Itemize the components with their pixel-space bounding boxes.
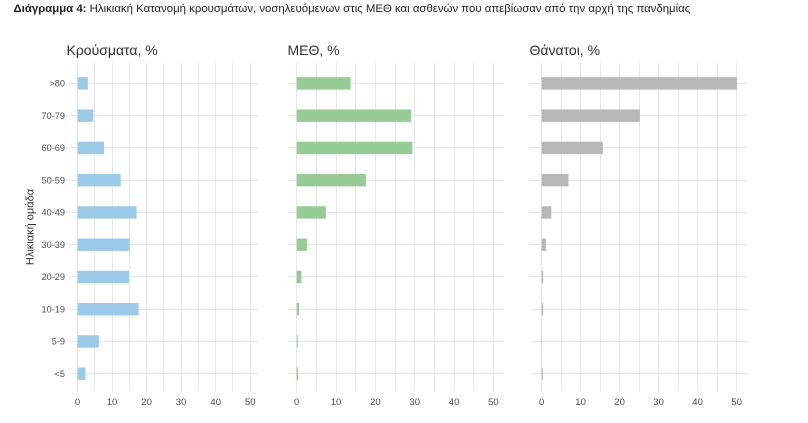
svg-text:30-39: 30-39 (42, 240, 66, 250)
svg-text:0: 0 (294, 397, 299, 408)
svg-text:20-29: 20-29 (42, 272, 66, 282)
svg-text:20: 20 (141, 397, 152, 408)
svg-text:10: 10 (575, 397, 586, 408)
svg-text:50: 50 (245, 397, 256, 408)
svg-text:>80: >80 (49, 79, 65, 89)
svg-text:20: 20 (614, 397, 625, 408)
svg-text:50: 50 (488, 397, 499, 408)
svg-text:40-49: 40-49 (42, 208, 66, 218)
svg-text:0: 0 (539, 397, 544, 408)
svg-text:<5: <5 (55, 369, 65, 379)
svg-text:5-9: 5-9 (52, 337, 65, 347)
svg-text:20: 20 (370, 397, 381, 408)
svg-text:40: 40 (449, 397, 460, 408)
svg-text:Ηλικιακή ομάδα: Ηλικιακή ομάδα (25, 188, 37, 265)
svg-text:30: 30 (176, 397, 187, 408)
svg-text:30: 30 (653, 397, 664, 408)
svg-text:50: 50 (731, 397, 742, 408)
svg-text:10: 10 (107, 397, 118, 408)
svg-text:0: 0 (75, 397, 80, 408)
svg-text:40: 40 (692, 397, 703, 408)
svg-text:Θάνατοι, %: Θάνατοι, % (530, 42, 601, 58)
svg-text:30: 30 (409, 397, 420, 408)
svg-text:10-19: 10-19 (42, 304, 66, 314)
svg-text:ΜΕΘ, %: ΜΕΘ, % (288, 42, 340, 58)
svg-text:10: 10 (331, 397, 342, 408)
svg-text:60-69: 60-69 (42, 143, 66, 153)
svg-text:70-79: 70-79 (42, 111, 66, 121)
svg-text:40: 40 (210, 397, 221, 408)
svg-text:Κρούσματα, %: Κρούσματα, % (67, 42, 158, 58)
svg-text:50-59: 50-59 (42, 175, 66, 185)
svg-text:Διάγραμμα 4: Ηλικιακή Κατανομή: Διάγραμμα 4: Ηλικιακή Κατανομή κρουσμάτω… (14, 3, 691, 15)
